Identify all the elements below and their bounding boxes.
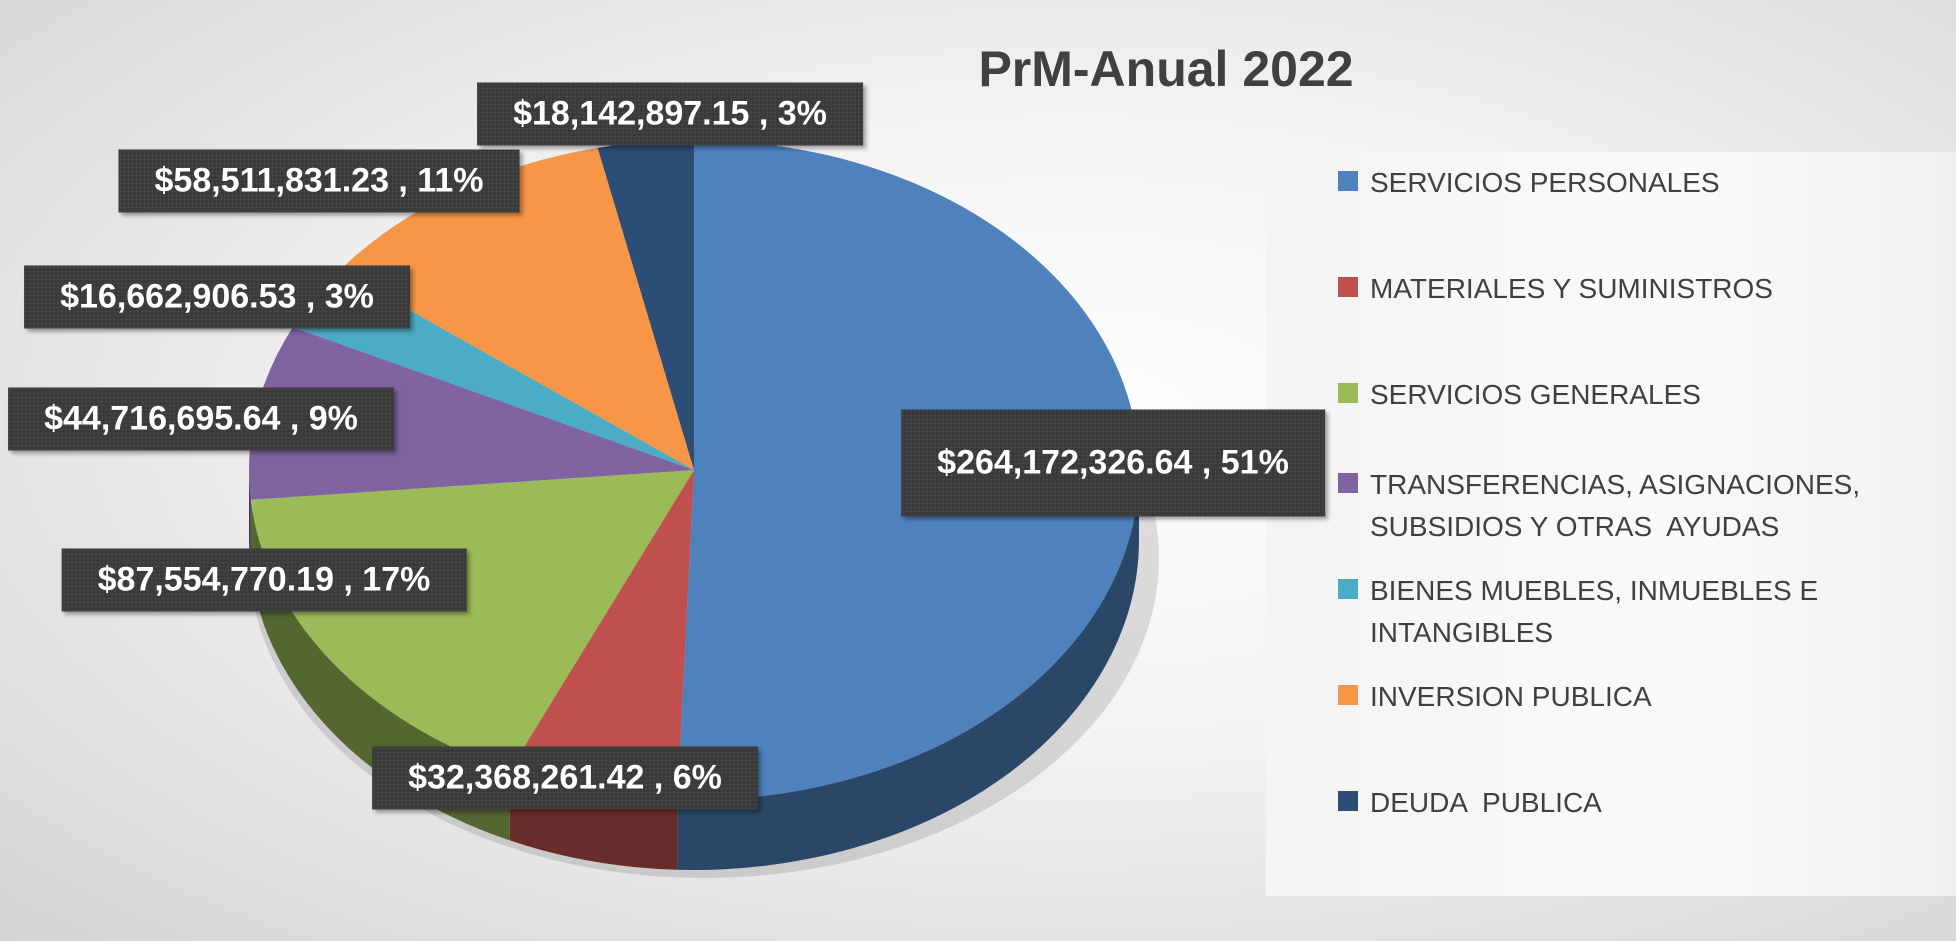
- slice-side: [677, 470, 1139, 870]
- legend-swatch: [1338, 277, 1358, 297]
- legend-item: DEUDA PUBLICA: [1338, 782, 1940, 824]
- legend-swatch: [1338, 791, 1358, 811]
- legend-label: BIENES MUEBLES, INMUEBLES E INTANGIBLES: [1370, 575, 1826, 648]
- data-label: $264,172,326.64 , 51%: [901, 409, 1325, 517]
- legend-item: SERVICIOS PERSONALES: [1338, 162, 1940, 204]
- legend-swatch: [1338, 579, 1358, 599]
- data-label: $44,716,695.64 , 9%: [8, 387, 394, 451]
- slice: [509, 470, 694, 800]
- legend-label: MATERIALES Y SUMINISTROS: [1370, 273, 1773, 304]
- slice: [339, 147, 694, 470]
- legend-label: SERVICIOS PERSONALES: [1370, 167, 1720, 198]
- legend-item: TRANSFERENCIAS, ASIGNACIONES, SUBSIDIOS …: [1338, 464, 1940, 548]
- legend-label: TRANSFERENCIAS, ASIGNACIONES, SUBSIDIOS …: [1370, 469, 1868, 542]
- legend-label: INVERSION PUBLICA: [1370, 681, 1652, 712]
- data-label: $32,368,261.42 , 6%: [372, 746, 758, 810]
- data-label: $18,142,897.15 , 3%: [477, 82, 863, 146]
- legend-swatch: [1338, 685, 1358, 705]
- legend-swatch: [1338, 171, 1358, 191]
- data-label: $58,511,831.23 , 11%: [118, 149, 520, 213]
- slice: [249, 327, 694, 500]
- slice: [597, 140, 694, 470]
- legend-label: SERVICIOS GENERALES: [1370, 379, 1701, 410]
- slice: [250, 470, 694, 771]
- data-label: $16,662,906.53 , 3%: [24, 265, 410, 329]
- legend-item: BIENES MUEBLES, INMUEBLES E INTANGIBLES: [1338, 570, 1940, 654]
- legend-item: MATERIALES Y SUMINISTROS: [1338, 268, 1940, 310]
- slice-side: [249, 470, 251, 570]
- legend-item: INVERSION PUBLICA: [1338, 676, 1940, 718]
- legend-swatch: [1338, 383, 1358, 403]
- legend-label: DEUDA PUBLICA: [1370, 787, 1602, 818]
- data-label: $87,554,770.19 , 17%: [61, 548, 467, 612]
- legend-swatch: [1338, 473, 1358, 493]
- legend-item: SERVICIOS GENERALES: [1338, 374, 1940, 416]
- legend: SERVICIOS PERSONALES MATERIALES Y SUMINIS…: [1266, 152, 1956, 896]
- chart-title: PrM-Anual 2022: [978, 41, 1354, 97]
